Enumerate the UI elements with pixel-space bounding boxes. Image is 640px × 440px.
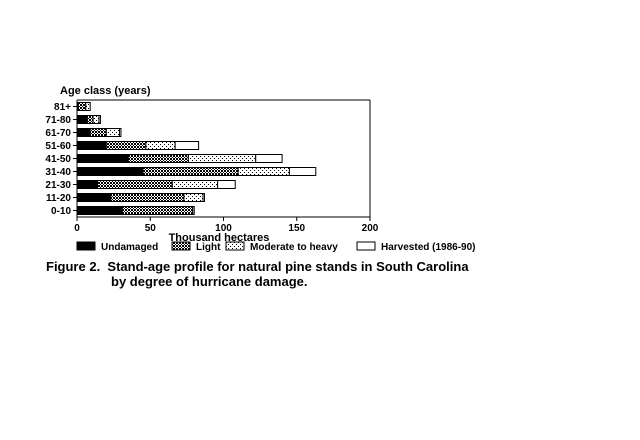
bar-segment [76, 154, 129, 163]
bar-segment [76, 206, 123, 215]
category-label: 71-80 [45, 115, 71, 126]
x-tick-label: 150 [288, 223, 305, 234]
bar-segment [121, 206, 194, 215]
category-label: 0-10 [51, 206, 71, 217]
bar-segment [77, 102, 87, 111]
bar-segment [127, 154, 189, 163]
category-label: 21-30 [45, 180, 71, 191]
caption-line-2: by degree of hurricane damage. [111, 274, 308, 289]
bar-segment [92, 115, 100, 124]
x-axis-ticks: 0 50 100 150 200 [74, 217, 379, 234]
bar-segment [76, 128, 91, 137]
bar-segment [118, 128, 122, 137]
bar-segment [288, 167, 317, 176]
category-label: 41-50 [45, 154, 71, 165]
category-label: 11-20 [46, 193, 71, 204]
x-tick-label: 50 [145, 223, 157, 234]
bar-segment [145, 141, 176, 150]
x-tick-label: 200 [362, 223, 379, 234]
legend-swatch [76, 241, 96, 251]
legend-label: Harvested (1986-90) [381, 242, 476, 253]
bar-segment [98, 115, 101, 124]
bar-segment [76, 115, 88, 124]
bar-segment [76, 167, 144, 176]
x-tick-label: 0 [74, 223, 80, 234]
category-label: 81+ [54, 102, 71, 113]
bar-segment [89, 128, 107, 137]
bar-segment [255, 154, 283, 163]
bar-segment [183, 193, 204, 202]
bar-segment [105, 141, 147, 150]
bar-segment [86, 115, 94, 124]
bar-segment [105, 128, 120, 137]
bar-segment [76, 141, 107, 150]
bar-segment [187, 154, 257, 163]
legend-swatch [225, 241, 245, 251]
bar-segment [142, 167, 239, 176]
legend-swatch [356, 241, 376, 251]
plot-area: 81+ 71-80 61-70 51-60 41-50 31-40 21-30 11-20 0-… [45, 99, 371, 218]
bar-segment [174, 141, 200, 150]
y-axis-label: Age class (years) [60, 85, 151, 97]
bar-segment [192, 206, 195, 215]
figure-caption: Figure 2. Stand-age profile for natural … [46, 259, 469, 289]
bar-segment [76, 180, 99, 189]
bar-segment [217, 180, 236, 189]
legend: Undamaged Light Moderate to heavy Harvested… [76, 241, 476, 253]
category-label: 31-40 [45, 167, 71, 178]
category-label: 51-60 [45, 141, 71, 152]
legend-label: Undamaged [101, 242, 158, 253]
x-tick-label: 100 [215, 223, 232, 234]
bar-segment [85, 102, 91, 111]
caption-line-1: Figure 2. Stand-age profile for natural … [46, 259, 469, 274]
bar-segment [202, 193, 205, 202]
bar-segment [110, 193, 185, 202]
legend-label: Light [196, 242, 221, 253]
bar-segment [237, 167, 290, 176]
category-label: 61-70 [45, 128, 71, 139]
bar-segment [76, 193, 112, 202]
bar-segment [97, 180, 173, 189]
legend-label: Moderate to heavy [250, 242, 338, 253]
bar-segment [171, 180, 219, 189]
x-axis-label: Thousand hectares [169, 232, 270, 244]
legend-swatch [171, 241, 191, 251]
